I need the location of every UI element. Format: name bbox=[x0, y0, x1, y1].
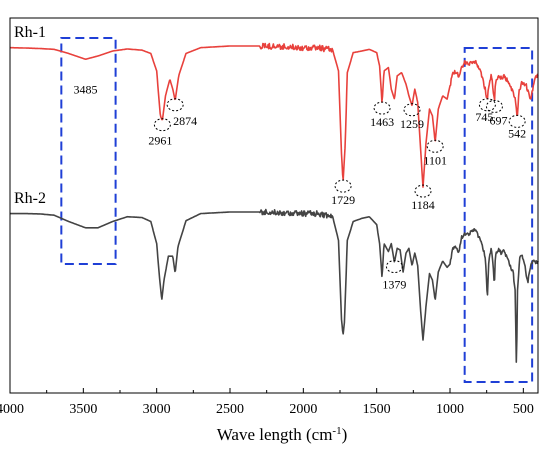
peak-label-1259: 1259 bbox=[400, 117, 424, 131]
x-tick-label: 3000 bbox=[143, 402, 171, 417]
spectrum-line-rh-1 bbox=[9, 42, 539, 188]
x-tick-label: 500 bbox=[513, 402, 534, 417]
peak-label-1729: 1729 bbox=[331, 193, 355, 207]
x-axis-title: Wave length (cm-1) bbox=[217, 425, 348, 444]
peak-marker-circle bbox=[166, 98, 184, 112]
peak-label-1379: 1379 bbox=[382, 278, 406, 292]
spectrum-line-rh-2 bbox=[9, 208, 539, 363]
series-labels: Rh-1 Rh-2 bbox=[14, 24, 46, 207]
series-label-rh-1: Rh-1 bbox=[14, 24, 46, 41]
peak-marker-circle bbox=[478, 98, 496, 112]
peak-label-2961: 2961 bbox=[148, 134, 172, 148]
series-label-rh-2: Rh-2 bbox=[14, 190, 46, 207]
x-tick-label: 1000 bbox=[436, 402, 464, 417]
x-axis: 4000 3500 3000 2500 2000 1500 1000 500 bbox=[0, 388, 534, 417]
plot-frame bbox=[9, 17, 539, 394]
peak-marker-circle bbox=[153, 118, 171, 132]
x-tick-label: 1500 bbox=[363, 402, 391, 417]
x-axis-title-superscript: -1 bbox=[332, 425, 341, 437]
peak-label-697: 697 bbox=[489, 113, 507, 127]
peak-label-1184: 1184 bbox=[411, 198, 435, 212]
peak-marker-circle bbox=[385, 260, 403, 274]
x-tick-label: 2500 bbox=[216, 402, 244, 417]
peak-label-542: 542 bbox=[508, 126, 526, 140]
x-tick-label: 3500 bbox=[69, 402, 97, 417]
peak-marker-circle bbox=[334, 179, 352, 193]
peak-marker-circle bbox=[508, 114, 526, 128]
x-tick-label: 2000 bbox=[289, 402, 317, 417]
peak-marker-circle bbox=[373, 101, 391, 115]
spectra bbox=[9, 42, 539, 363]
peak-marker-circle bbox=[485, 99, 503, 113]
peak-label-1101: 1101 bbox=[423, 153, 447, 167]
highlight-region-box bbox=[60, 37, 117, 265]
peak-marker-circle bbox=[426, 139, 444, 153]
peak-marker-circle bbox=[403, 103, 421, 117]
peak-label-1463: 1463 bbox=[370, 115, 394, 129]
peak-label-745: 745 bbox=[475, 110, 493, 124]
x-tick-label: 4000 bbox=[0, 402, 24, 417]
peak-marker-circle bbox=[414, 184, 432, 198]
peak-label-2874: 2874 bbox=[173, 114, 197, 128]
highlight-region-box bbox=[463, 47, 534, 383]
peak-label-3485: 3485 bbox=[74, 82, 98, 96]
highlight-regions bbox=[60, 37, 534, 383]
